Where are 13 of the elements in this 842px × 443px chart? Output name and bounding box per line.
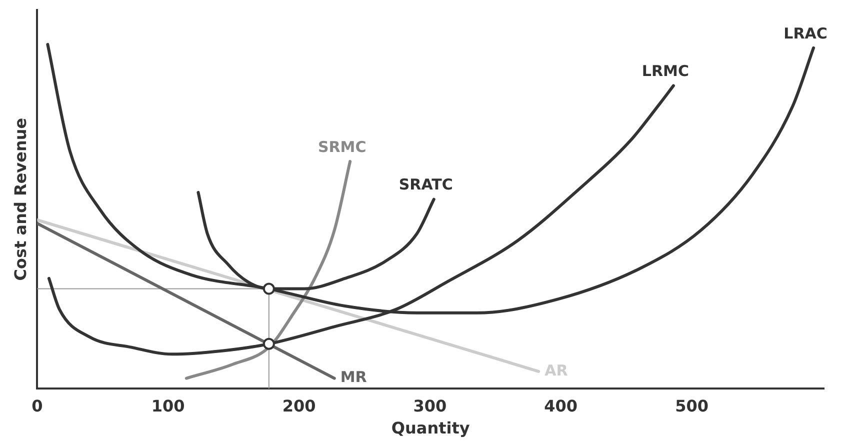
x-tick-label: 100 [151,396,185,416]
x-axis-title: Quantity [391,418,470,438]
x-tick-label: 500 [675,396,708,416]
series-label: LRAC [784,24,828,42]
y-axis-title: Cost and Revenue [10,118,30,281]
x-tick-label: 400 [544,396,578,416]
series-label: SRMC [318,138,366,156]
series-label: SRATC [398,176,453,194]
series-label: MR [340,368,368,386]
series-label: LRMC [642,62,689,80]
x-tick-label: 200 [282,396,316,416]
x-tick-label: 300 [413,396,447,416]
x-tick-label: 0 [32,396,43,416]
